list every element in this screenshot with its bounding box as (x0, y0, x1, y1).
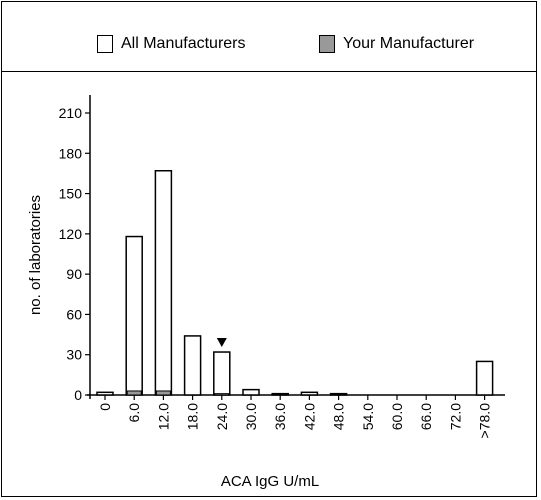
bar-all-manufacturers (329, 392, 348, 396)
bar-all-manufacturers (271, 392, 289, 396)
bar-your-manufacturer (126, 390, 142, 396)
y-tick-label: 60 (66, 306, 82, 322)
x-tick-label: 36.0 (272, 403, 288, 430)
y-tick-label: 210 (59, 105, 83, 121)
y-tick-label: 120 (59, 226, 83, 242)
bar-your-manufacturer (214, 393, 230, 396)
y-tick-label: 30 (66, 347, 82, 363)
y-axis-label: no. of laboratories (27, 195, 44, 315)
y-tick-label: 90 (66, 266, 82, 282)
x-tick-label: 6.0 (126, 403, 142, 423)
legend-item-all: All Manufacturers (97, 35, 246, 53)
bar-all-manufacturers (213, 351, 231, 396)
bar-all-manufacturers (154, 169, 173, 396)
your-result-marker (216, 338, 227, 348)
x-tick-label: 0 (97, 403, 113, 411)
legend-swatch-yours (319, 35, 335, 53)
legend-label-yours: Your Manufacturer (343, 35, 475, 52)
bar-all-manufacturers (242, 388, 260, 396)
bar-all-manufacturers (183, 335, 202, 396)
y-tick-label: 180 (59, 145, 83, 161)
bar-all-manufacturers (300, 391, 319, 396)
x-tick-label: 66.0 (418, 403, 434, 430)
x-tick-label: 54.0 (360, 403, 376, 430)
bar-all-manufacturers (125, 235, 143, 396)
y-tick-label: 150 (59, 186, 83, 202)
legend: All Manufacturers Your Manufacturer (2, 2, 536, 72)
legend-label-all: All Manufacturers (121, 35, 246, 52)
x-tick-label: 60.0 (389, 403, 405, 430)
x-tick-label: 30.0 (243, 403, 259, 430)
x-tick-label: 42.0 (301, 403, 317, 430)
legend-item-yours: Your Manufacturer (319, 35, 474, 53)
x-axis-label: ACA IgG U/mL (221, 473, 319, 490)
x-tick-label: 24.0 (214, 403, 230, 430)
legend-swatch-all (97, 35, 113, 53)
x-tick-label: 18.0 (185, 403, 201, 430)
x-tick-label: 72.0 (447, 403, 463, 430)
bar-all-manufacturers (475, 360, 494, 396)
bar-all-manufacturers (96, 391, 114, 396)
x-tick-label: 48.0 (331, 403, 347, 430)
bar-your-manufacturer (155, 390, 171, 396)
y-tick-label: 0 (74, 387, 82, 403)
x-tick-label: 12.0 (155, 403, 171, 430)
x-tick-label: >78.0 (477, 403, 493, 439)
